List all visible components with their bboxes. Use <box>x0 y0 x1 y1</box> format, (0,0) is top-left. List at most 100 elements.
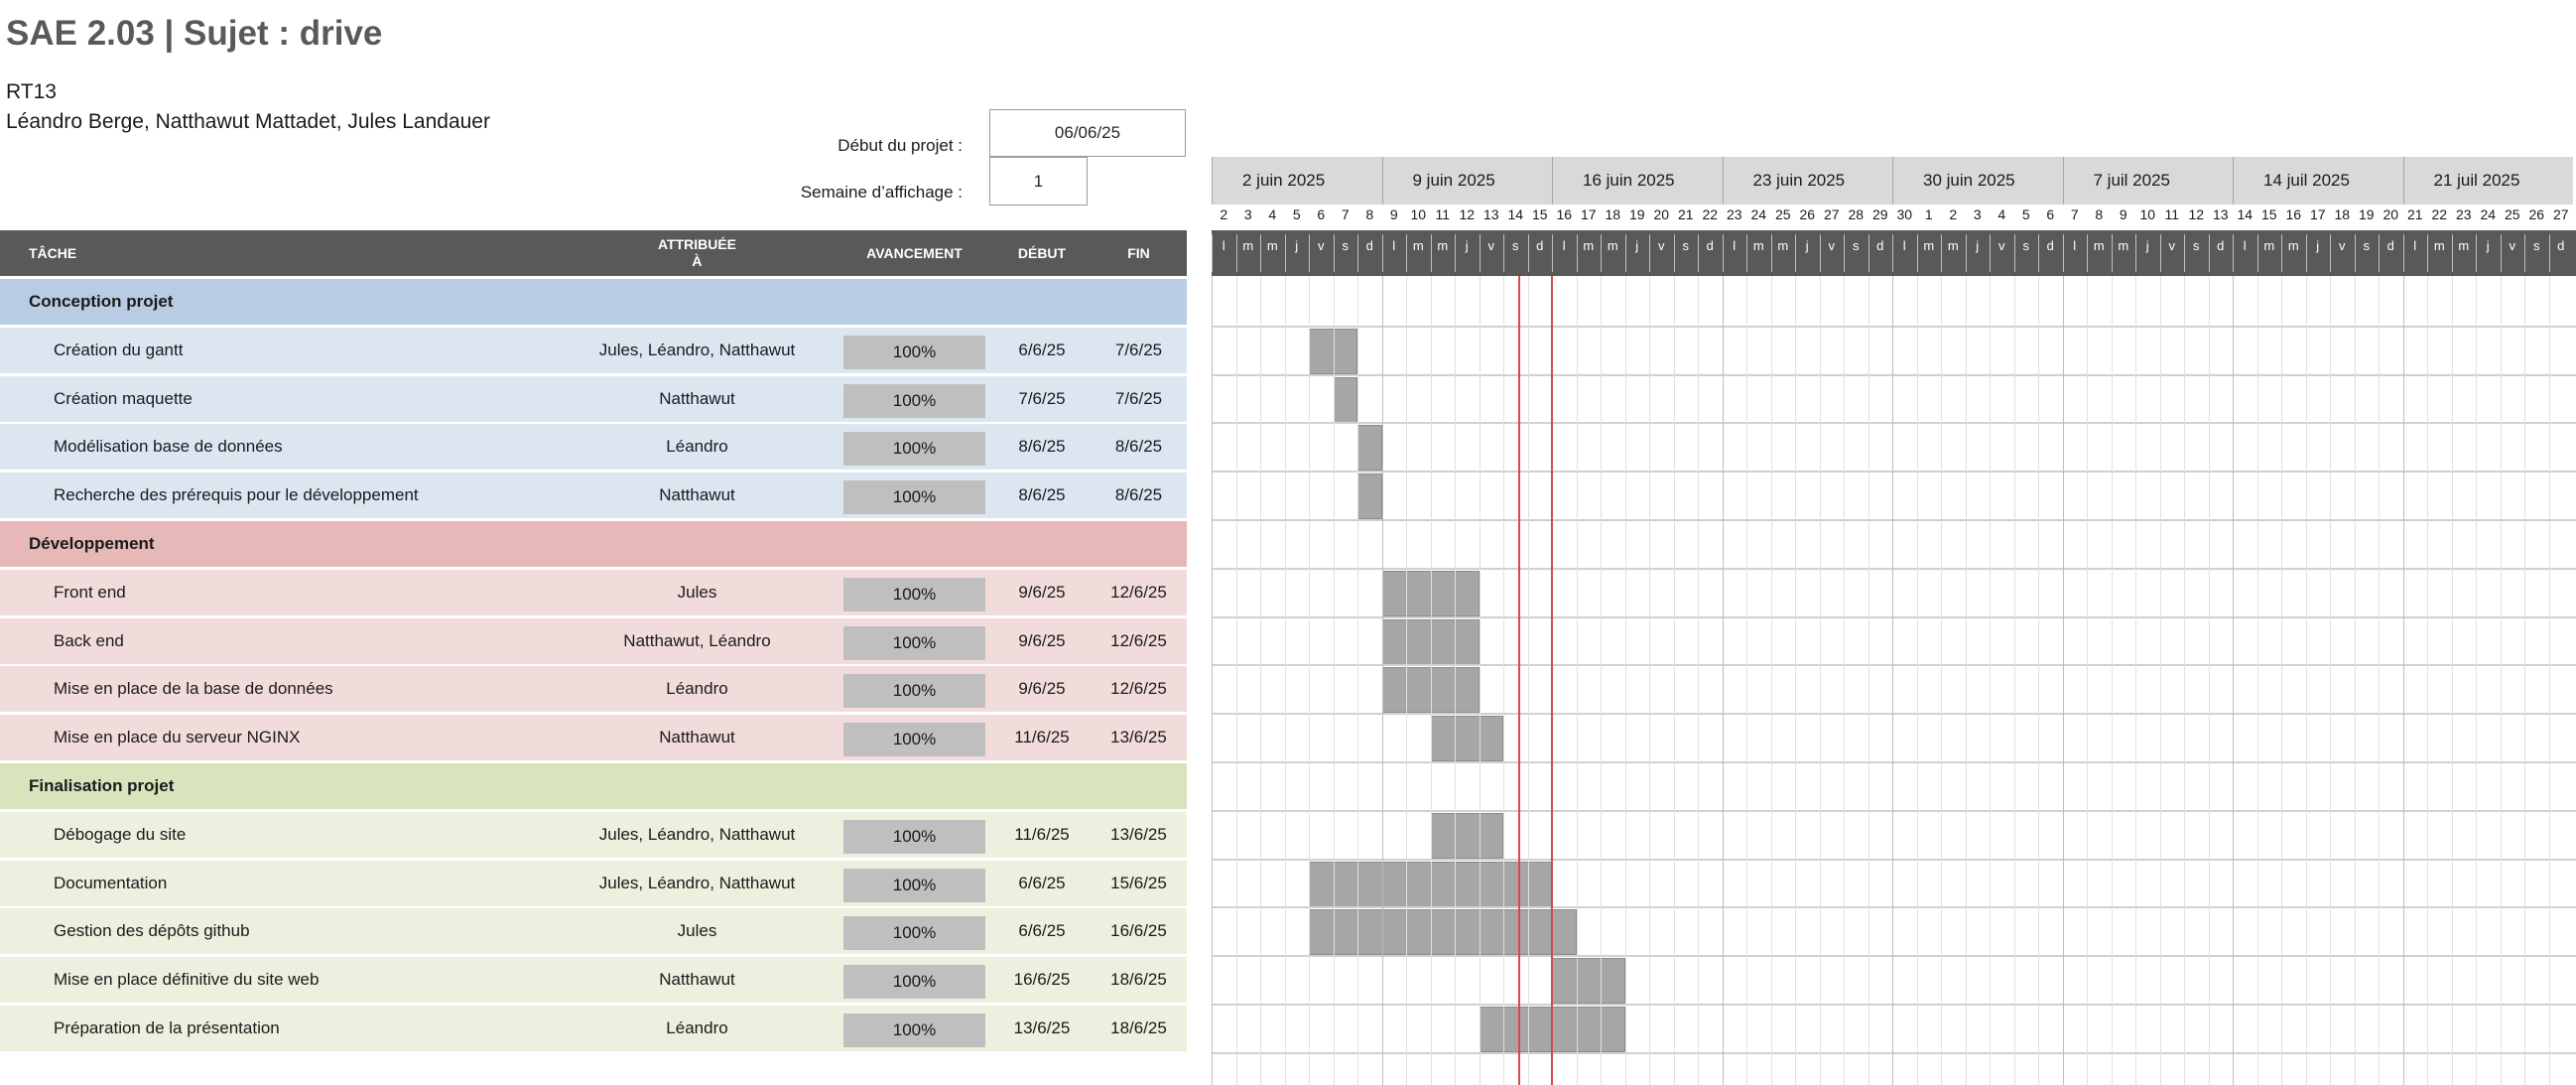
task-progress[interactable]: 100% <box>843 674 985 709</box>
day-number: 29 <box>1871 206 1888 222</box>
task-progress[interactable]: 100% <box>843 916 985 951</box>
task-start-date: 9/6/25 <box>1018 679 1066 699</box>
gantt-column-line <box>1406 276 1407 1085</box>
task-progress[interactable]: 100% <box>843 432 985 467</box>
day-number: 25 <box>1774 206 1791 222</box>
day-letter: d <box>2217 238 2225 253</box>
day-letter: m <box>2287 238 2299 253</box>
day-separator <box>1795 234 1796 272</box>
gantt-bar[interactable] <box>1333 376 1357 423</box>
gantt-column-line <box>1698 276 1699 1085</box>
day-number: 23 <box>1726 206 1742 222</box>
task-progress[interactable]: 100% <box>843 723 985 757</box>
table-row[interactable]: Préparation de la présentation Léandro 100… <box>0 1006 1187 1051</box>
table-header: TÂCHE ATTRIBUÉE À AVANCEMENT DÉBUT FIN <box>0 230 1187 276</box>
day-letter: v <box>2509 238 2516 253</box>
gantt-column-line <box>2451 276 2453 1085</box>
day-number: 13 <box>2212 206 2229 222</box>
table-row[interactable]: Mise en place de la base de données Léand… <box>0 666 1187 713</box>
gantt-row-line <box>1212 615 2576 618</box>
task-start-date: 7/6/25 <box>1018 388 1066 408</box>
gantt-column-line <box>2184 276 2185 1085</box>
section-row[interactable]: Développement <box>0 521 1187 567</box>
table-row[interactable]: Mise en place du serveur NGINX Natthawut 1… <box>0 715 1187 761</box>
task-start-date: 6/6/25 <box>1018 873 1066 892</box>
day-letter: m <box>1947 238 1959 253</box>
day-number: 10 <box>1410 206 1427 222</box>
day-separator <box>2233 234 2234 272</box>
task-progress[interactable]: 100% <box>843 819 985 854</box>
table-row[interactable]: Front end Jules 100% 9/6/25 12/6/25 <box>0 569 1187 615</box>
day-separator <box>2305 234 2307 272</box>
section-row[interactable]: Conception projet <box>0 279 1187 325</box>
day-number: 6 <box>2046 206 2055 222</box>
gantt-bar[interactable] <box>1430 812 1503 859</box>
day-separator <box>2184 234 2185 272</box>
task-progress[interactable]: 100% <box>843 480 985 515</box>
task-progress[interactable]: 100% <box>843 383 985 418</box>
day-number: 16 <box>2285 206 2302 222</box>
gantt-bar[interactable] <box>1430 716 1503 762</box>
gantt-row-line <box>1212 567 2576 570</box>
table-row[interactable]: Débogage du site Jules, Léandro, Natthawu… <box>0 811 1187 858</box>
section-row[interactable]: Finalisation projet <box>0 763 1187 809</box>
task-progress[interactable]: 100% <box>843 868 985 902</box>
gantt-column-line <box>1673 276 1675 1085</box>
task-end-date: 12/6/25 <box>1110 679 1167 699</box>
gantt-column-line <box>2208 276 2210 1085</box>
gantt-column-line <box>1503 276 1504 1085</box>
day-number: 26 <box>2528 206 2545 222</box>
task-progress[interactable]: 100% <box>843 577 985 611</box>
gantt-bar[interactable] <box>1309 909 1577 956</box>
task-progress[interactable]: 100% <box>843 335 985 369</box>
table-row[interactable]: Back end Natthawut, Léandro 100% 9/6/25 12/6… <box>0 617 1187 664</box>
day-separator <box>1819 234 1821 272</box>
gantt-bar[interactable] <box>1357 425 1382 472</box>
day-separator <box>2330 234 2331 272</box>
day-letter: l <box>1733 238 1737 253</box>
project-start-field[interactable]: 06/06/25 <box>989 109 1186 157</box>
row-separator <box>0 858 1187 861</box>
gantt-column-line <box>1819 276 1821 1085</box>
day-number: 2 <box>1220 206 1228 222</box>
day-separator <box>1649 234 1650 272</box>
task-assignee: Léandro <box>666 1018 728 1037</box>
gantt-column-line <box>1990 276 1991 1085</box>
gantt-bar[interactable] <box>1552 958 1625 1005</box>
task-assignee: Natthawut <box>659 728 735 747</box>
day-number: 14 <box>1507 206 1524 222</box>
day-separator <box>1430 234 1432 272</box>
task-progress[interactable]: 100% <box>843 1014 985 1047</box>
table-row[interactable]: Documentation Jules, Léandro, Natthawut 10… <box>0 860 1187 906</box>
day-letter: j <box>1295 238 1299 253</box>
gantt-column-line <box>1624 276 1626 1085</box>
gantt-bar[interactable] <box>1357 474 1382 520</box>
table-row[interactable]: Mise en place définitive du site web Natt… <box>0 957 1187 1004</box>
table-row[interactable]: Modélisation base de données Léandro 100% 8… <box>0 424 1187 471</box>
table-row[interactable]: Création du gantt Jules, Léandro, Natthaw… <box>0 327 1187 373</box>
today-line-end <box>1551 276 1553 1085</box>
table-row[interactable]: Recherche des prérequis pour le développ… <box>0 473 1187 519</box>
day-separator <box>2427 234 2428 272</box>
task-assignee: Jules, Léandro, Natthawut <box>598 339 796 359</box>
day-number: 10 <box>2139 206 2156 222</box>
day-letter: v <box>2339 238 2346 253</box>
day-separator <box>2208 234 2210 272</box>
authors-label: Léandro Berge, Natthawut Mattadet, Jules… <box>6 110 490 133</box>
task-assignee: Natthawut <box>659 388 735 408</box>
gantt-column-line <box>1235 276 1237 1085</box>
day-number: 22 <box>2431 206 2448 222</box>
gantt-row-line <box>1212 422 2576 425</box>
task-name: Back end <box>54 630 124 650</box>
day-separator <box>1309 234 1310 272</box>
day-letter: m <box>1777 238 1789 253</box>
task-progress[interactable]: 100% <box>843 625 985 660</box>
gantt-column-line <box>2038 276 2039 1085</box>
day-separator <box>1333 234 1335 272</box>
table-row[interactable]: Création maquette Natthawut 100% 7/6/25 7/6/… <box>0 375 1187 422</box>
day-separator <box>1235 234 1237 272</box>
task-end-date: 8/6/25 <box>1114 485 1163 505</box>
task-progress[interactable]: 100% <box>843 965 985 1000</box>
display-week-field[interactable]: 1 <box>989 157 1088 205</box>
table-row[interactable]: Gestion des dépôts github Jules 100% 6/6/25… <box>0 908 1187 955</box>
